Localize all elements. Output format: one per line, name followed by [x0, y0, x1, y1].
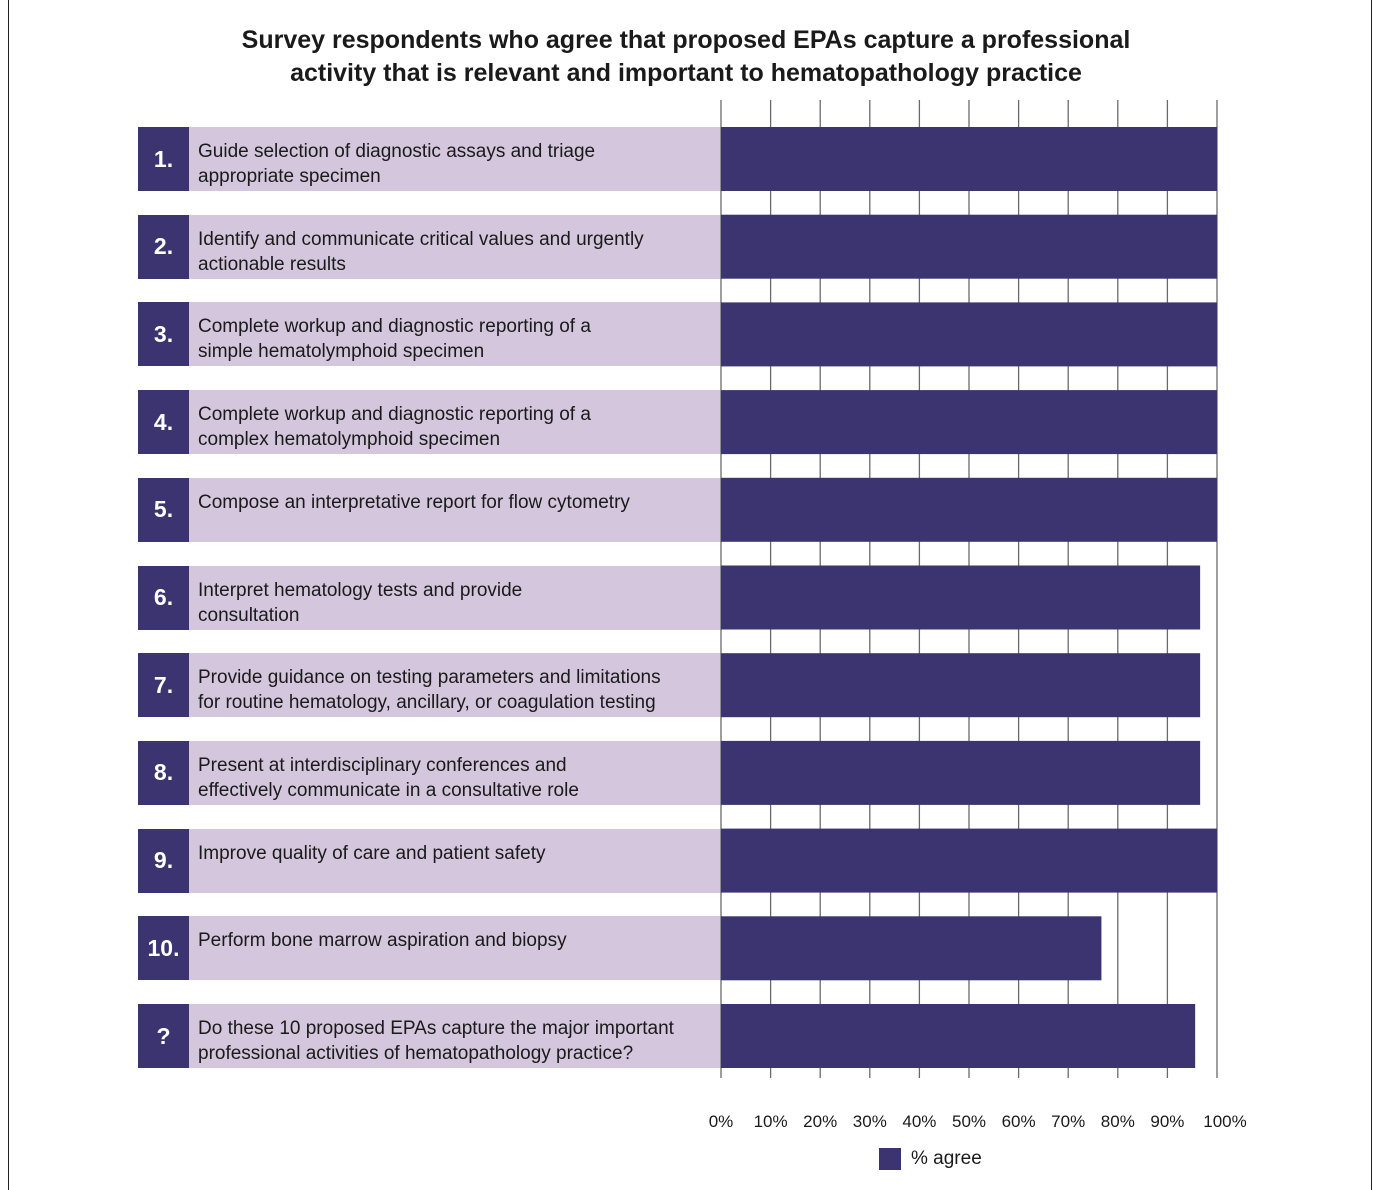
- category-label-line: Present at interdisciplinary conferences…: [198, 754, 567, 776]
- x-tick-label: 90%: [1150, 1112, 1184, 1131]
- category-label-line: Provide guidance on testing parameters a…: [198, 667, 661, 689]
- x-tick-label: 50%: [952, 1112, 986, 1131]
- category-label: Complete workup and diagnostic reporting…: [189, 302, 721, 367]
- x-tick-label: 40%: [902, 1112, 936, 1131]
- category-label: Do these 10 proposed EPAs capture the ma…: [189, 1004, 721, 1068]
- chart-title-line-2: activity that is relevant and important …: [290, 59, 1082, 87]
- x-tick-label: 10%: [754, 1112, 788, 1131]
- category-row: 9. Improve quality of care and patient s…: [138, 828, 721, 893]
- category-label-line: consultation: [198, 604, 300, 626]
- category-number: 5.: [138, 477, 189, 542]
- category-number: ?: [138, 1004, 189, 1068]
- category-row: 5. Compose an interpretative report for f…: [138, 477, 721, 542]
- category-label-line: Complete workup and diagnostic reporting…: [198, 316, 591, 338]
- category-label: Improve quality of care and patient safe…: [189, 828, 721, 893]
- category-row: 1. Guide selection of diagnostic assays a…: [138, 127, 721, 191]
- category-label-line: professional activities of hematopatholo…: [198, 1043, 634, 1064]
- category-row: 2. Identify and communicate critical valu…: [138, 214, 721, 279]
- category-label: Perform bone marrow aspiration and biops…: [189, 916, 721, 981]
- category-label-line: appropriate specimen: [198, 166, 381, 187]
- category-label: Present at interdisciplinary conferences…: [189, 740, 721, 805]
- category-row: 8. Present at interdisciplinary conferenc…: [138, 740, 721, 805]
- x-tick-label: 100%: [1203, 1112, 1246, 1131]
- category-label-line: Improve quality of care and patient safe…: [198, 842, 546, 864]
- x-tick-label: 70%: [1051, 1112, 1085, 1131]
- bar-8: [721, 740, 1201, 805]
- category-label: Compose an interpretative report for flo…: [189, 477, 721, 542]
- category-row: ? Do these 10 proposed EPAs capture the m…: [138, 1004, 721, 1068]
- category-row: 6. Interpret hematology tests and provide…: [138, 565, 721, 630]
- category-label-line: Guide selection of diagnostic assays and…: [198, 141, 596, 162]
- category-label-line: effectively communicate in a consultativ…: [198, 779, 579, 801]
- figure-frame: [8, 0, 1372, 1190]
- legend: % agree: [879, 1148, 982, 1170]
- category-number: 7.: [138, 653, 189, 718]
- category-number: 3.: [138, 302, 189, 367]
- category-number: 6.: [138, 565, 189, 630]
- x-tick-label: 60%: [1002, 1112, 1036, 1131]
- category-number: 4.: [138, 390, 189, 455]
- category-label-line: Perform bone marrow aspiration and biops…: [198, 930, 567, 952]
- legend-label: % agree: [911, 1148, 982, 1169]
- legend-swatch: [879, 1148, 901, 1170]
- x-tick-label: 30%: [853, 1112, 887, 1131]
- category-label: Identify and communicate critical values…: [189, 214, 721, 279]
- bar-5: [721, 477, 1217, 542]
- bar-7: [721, 653, 1201, 718]
- category-label: Interpret hematology tests and provide co…: [189, 565, 721, 630]
- category-label: Guide selection of diagnostic assays and…: [189, 127, 721, 191]
- bar-4: [721, 390, 1217, 455]
- category-label-line: complex hematolymphoid specimen: [198, 429, 501, 451]
- chart-title-line-1: Survey respondents who agree that propos…: [241, 26, 1131, 54]
- x-tick-label: 80%: [1101, 1112, 1135, 1131]
- category-label-line: Do these 10 proposed EPAs capture the ma…: [198, 1018, 674, 1039]
- category-label-line: actionable results: [198, 253, 346, 275]
- x-tick-label: 0%: [709, 1112, 734, 1131]
- category-label-line: for routine hematology, ancillary, or co…: [198, 692, 656, 714]
- bar-3: [721, 302, 1217, 367]
- category-label-line: simple hematolymphoid specimen: [198, 341, 485, 363]
- category-label-line: Interpret hematology tests and provide: [198, 579, 523, 601]
- category-row: 7. Provide guidance on testing parameters…: [138, 653, 721, 718]
- category-label: Provide guidance on testing parameters a…: [189, 653, 721, 718]
- category-row: 3. Complete workup and diagnostic reporti…: [138, 302, 721, 367]
- bar-2: [721, 214, 1217, 279]
- bar-6: [721, 565, 1201, 630]
- category-number: 8.: [138, 740, 189, 805]
- category-label-line: Complete workup and diagnostic reporting…: [198, 404, 591, 426]
- category-number: 9.: [138, 828, 189, 893]
- category-row: 4. Complete workup and diagnostic reporti…: [138, 390, 721, 455]
- category-label-line: Compose an interpretative report for flo…: [198, 491, 630, 513]
- category-label: Complete workup and diagnostic reporting…: [189, 390, 721, 455]
- category-number: 2.: [138, 214, 189, 279]
- category-label-line: Identify and communicate critical values…: [198, 228, 644, 250]
- category-row: 10. Perform bone marrow aspiration and bi…: [138, 916, 721, 981]
- x-tick-label: 20%: [803, 1112, 837, 1131]
- chart-title: Survey respondents who agree that propos…: [0, 24, 1372, 90]
- bar-11: [721, 1004, 1196, 1068]
- bar-9: [721, 828, 1217, 893]
- bar-1: [721, 127, 1217, 191]
- category-number: 1.: [138, 127, 189, 191]
- bar-10: [721, 916, 1102, 981]
- category-number: 10.: [138, 916, 189, 981]
